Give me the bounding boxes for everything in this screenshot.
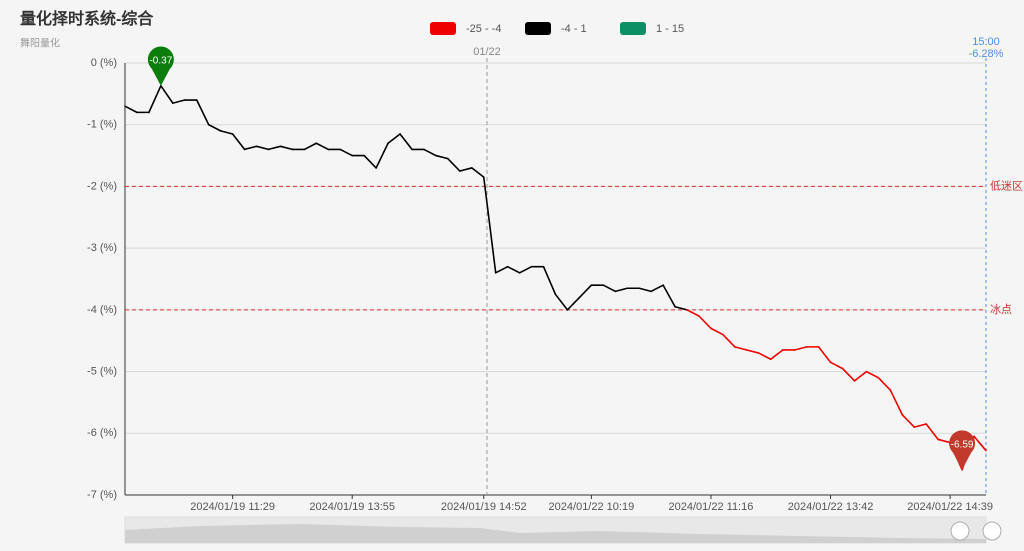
x-tick-label: 2024/01/22 10:19	[549, 501, 635, 513]
y-tick-label: -4 (%)	[87, 304, 117, 316]
line-segment	[638, 287, 652, 293]
line-segment	[650, 284, 664, 293]
line-segment	[470, 167, 485, 178]
line-segment	[734, 346, 748, 351]
extreme-pin	[147, 46, 174, 86]
line-segment	[303, 142, 318, 151]
line-segment	[746, 349, 760, 354]
line-segment	[722, 333, 736, 348]
x-tick-label: 2024/01/22 13:42	[788, 501, 874, 513]
legend-label: -4 - 1	[561, 23, 587, 35]
x-tick-label: 2024/01/19 14:52	[441, 501, 527, 513]
line-segment	[506, 265, 521, 274]
line-segment	[447, 157, 461, 172]
line-segment	[901, 413, 916, 428]
y-tick-label: -1 (%)	[87, 119, 117, 131]
mark-line-label: 低迷区	[990, 179, 1023, 192]
line-segment	[865, 370, 880, 379]
legend-swatch	[430, 22, 456, 35]
legend-swatch	[620, 22, 646, 35]
line-segment	[686, 309, 700, 317]
zoom-slider[interactable]	[124, 516, 1002, 544]
line-segment	[315, 142, 330, 151]
line-segment	[124, 105, 138, 114]
line-segment	[375, 142, 389, 169]
line-segment	[482, 176, 497, 274]
line-segment	[231, 133, 246, 151]
extreme-label: -0.37	[149, 55, 172, 66]
line-segment	[195, 99, 210, 126]
line-segment	[841, 367, 856, 382]
line-segment	[207, 123, 222, 132]
line-segment	[363, 154, 377, 169]
line-segment	[937, 438, 951, 444]
line-segment	[160, 85, 174, 104]
line-segment	[423, 148, 437, 157]
line-segment	[769, 349, 784, 361]
legend-label: -25 - -4	[466, 23, 501, 35]
line-segment	[913, 423, 928, 428]
end-value: -6.28%	[969, 48, 1004, 60]
line-segment	[339, 148, 354, 157]
line-segment	[219, 130, 234, 135]
line-segment	[399, 133, 413, 151]
line-segment	[172, 99, 186, 104]
extreme-label: -6.59	[951, 439, 974, 450]
y-tick-label: -2 (%)	[87, 180, 117, 192]
y-tick-label: -3 (%)	[87, 242, 117, 254]
line-segment	[817, 346, 832, 364]
line-segment	[973, 435, 987, 452]
y-tick-label: -5 (%)	[87, 365, 117, 377]
slider-shape	[125, 524, 986, 543]
line-segment	[793, 346, 808, 351]
line-segment	[435, 154, 449, 160]
line-segment	[518, 265, 533, 274]
line-segment	[698, 315, 712, 330]
y-tick-label: -6 (%)	[87, 427, 117, 439]
x-tick-label: 2024/01/22 11:16	[669, 501, 754, 513]
slider-handle[interactable]	[982, 521, 1002, 541]
y-tick-label: -7 (%)	[87, 489, 117, 501]
line-segment	[279, 145, 294, 151]
line-segment	[889, 389, 904, 416]
line-segment	[853, 370, 868, 382]
line-segment	[243, 145, 258, 151]
line-segment	[614, 287, 629, 293]
slider-handle[interactable]	[950, 521, 970, 541]
legend-swatch	[525, 22, 551, 35]
line-segment	[829, 361, 844, 370]
line-segment	[554, 293, 569, 311]
line-segment	[387, 133, 401, 145]
line-segment	[602, 284, 617, 293]
legend-label: 1 - 15	[656, 23, 684, 35]
line-segment	[710, 327, 724, 336]
line-segment	[267, 145, 282, 151]
mark-line-label: 冰点	[990, 303, 1012, 316]
line-segment	[757, 352, 772, 361]
line-segment	[459, 167, 473, 172]
line-segment	[542, 265, 557, 296]
line-segment	[255, 145, 270, 151]
x-tick-label: 2024/01/19 11:29	[190, 501, 275, 513]
line-segment	[578, 284, 593, 299]
line-segment	[148, 85, 162, 114]
chart-title: 量化择时系统-综合	[20, 9, 154, 28]
y-tick-label: 0 (%)	[91, 57, 117, 69]
x-tick-label: 2024/01/22 14:39	[907, 501, 993, 513]
chart-subtitle: 舞阳量化	[20, 37, 60, 50]
extreme-pin	[949, 430, 976, 470]
line-segment	[566, 296, 581, 311]
line-segment	[925, 423, 939, 441]
x-tick-label: 2024/01/19 13:55	[309, 501, 395, 513]
line-segment	[662, 284, 676, 308]
line-segment	[494, 265, 509, 274]
line-segment	[877, 376, 892, 391]
divider-label: 01/22	[473, 46, 501, 58]
line-segment	[674, 305, 688, 311]
end-time: 15:00	[972, 36, 1000, 48]
